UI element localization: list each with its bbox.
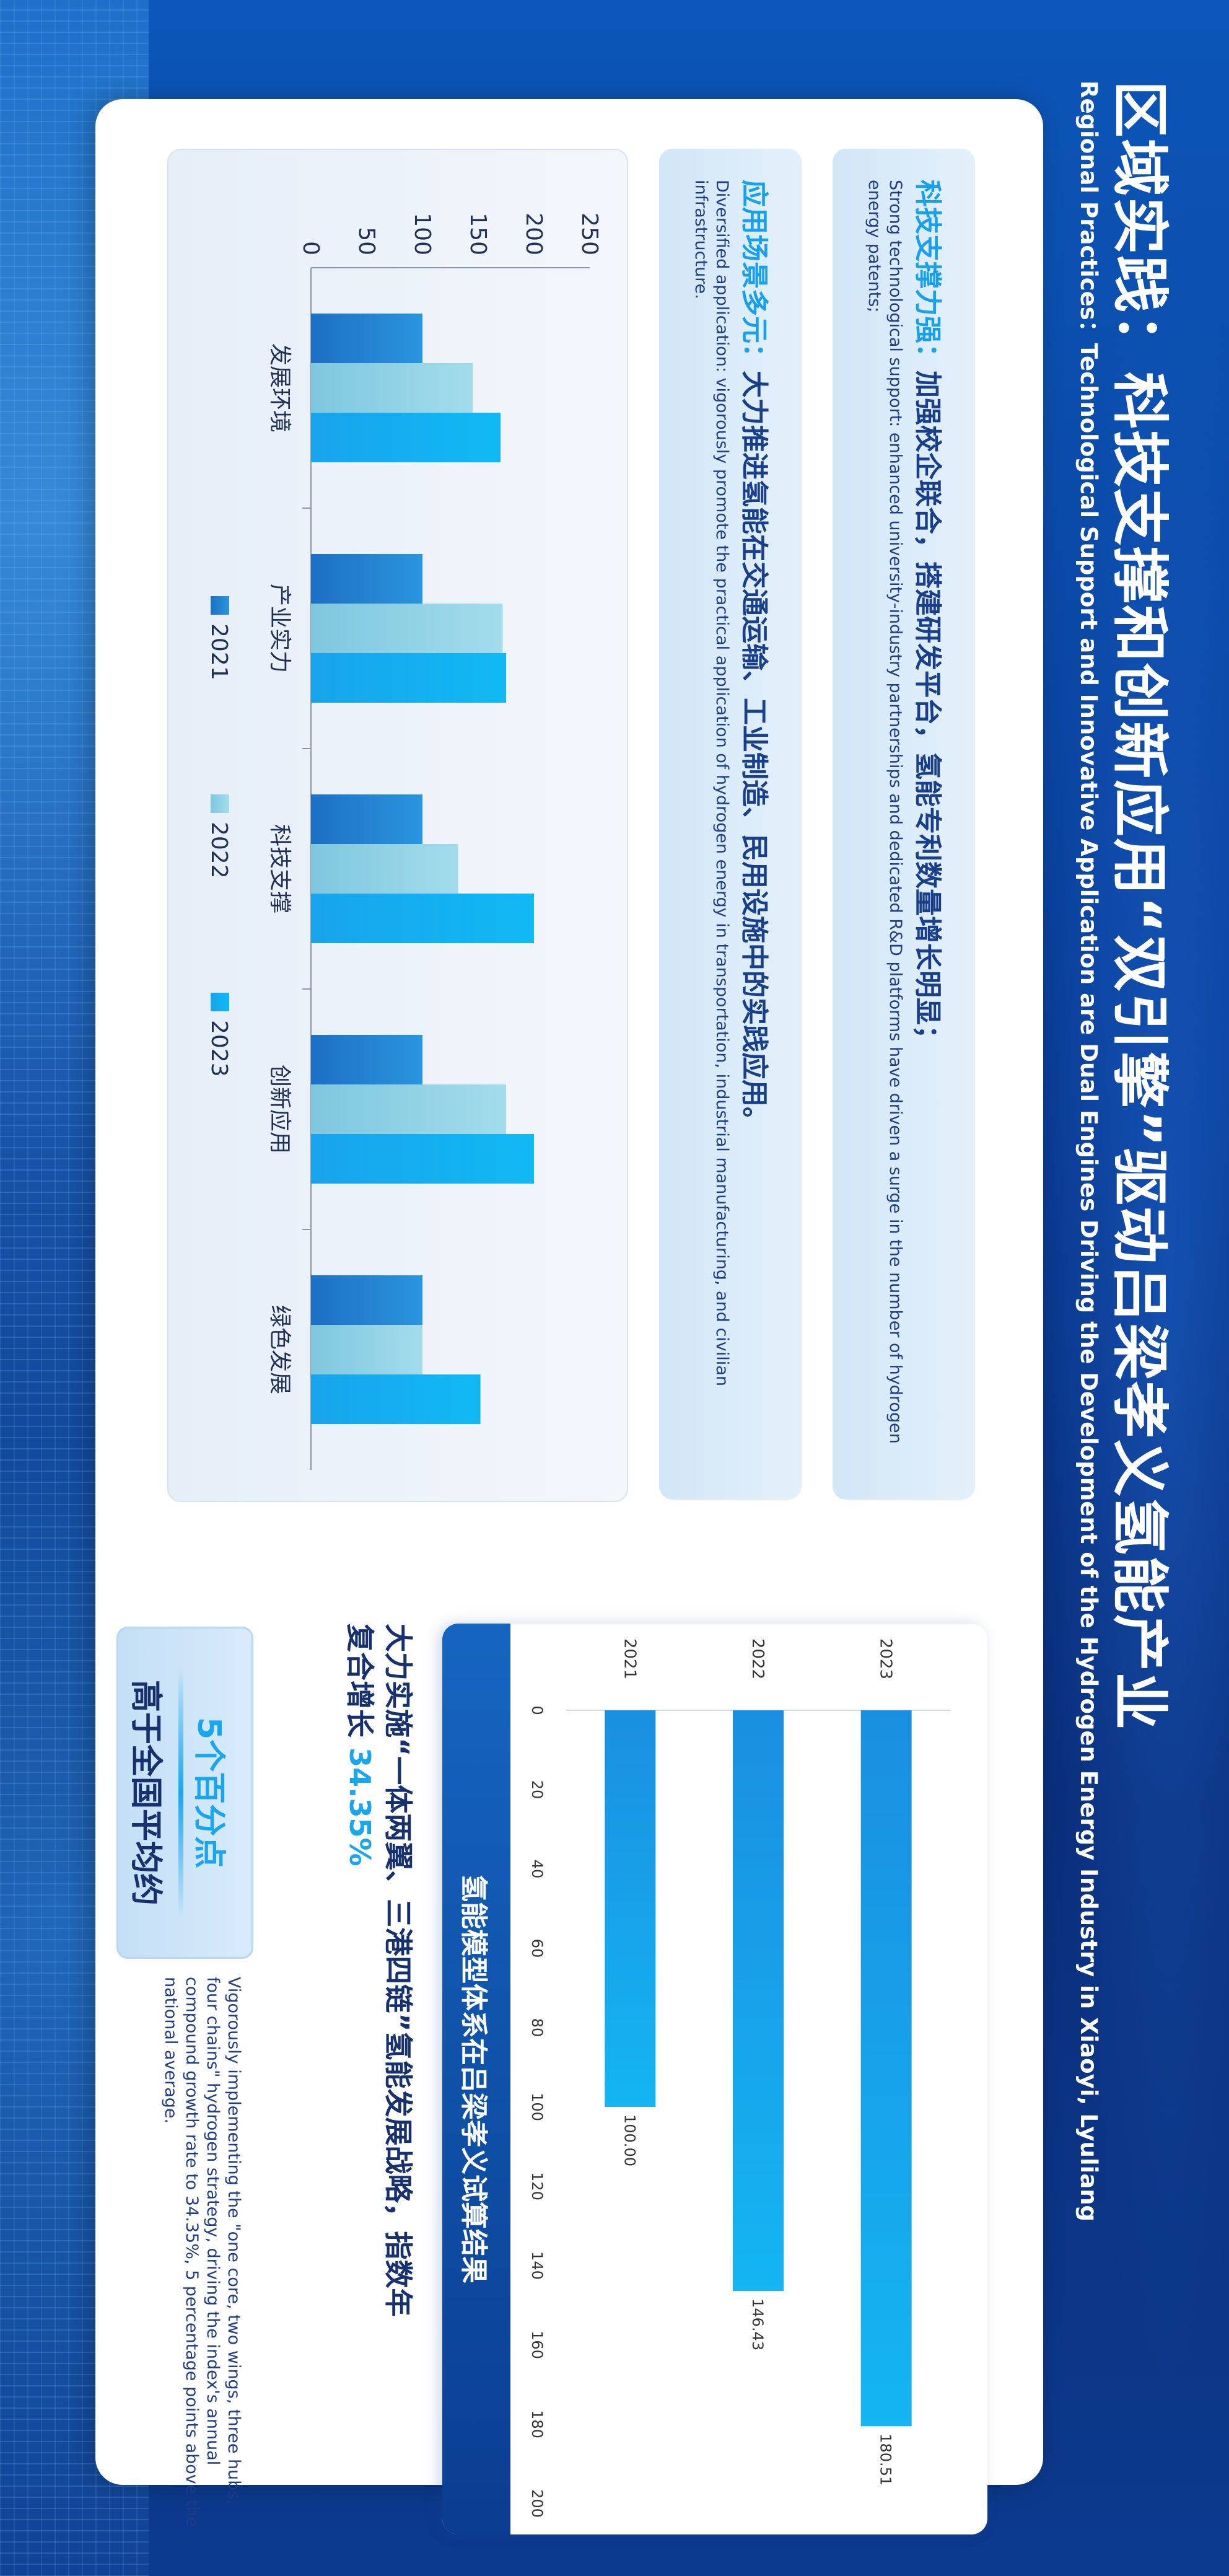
category-label-发展环境: 发展环境 <box>267 343 292 433</box>
bar-2021 <box>605 1710 656 2107</box>
badge-value: 5个百分点 <box>190 1717 227 1869</box>
x-tick-80: 80 <box>528 2018 546 2038</box>
value-label-2021: 100.00 <box>621 2114 638 2166</box>
background-glow <box>1031 0 1229 2576</box>
bar-绿色发展-2022 <box>311 1325 422 1374</box>
bar-绿色发展-2021 <box>311 1275 422 1325</box>
x-tick-140: 140 <box>528 2251 546 2280</box>
x-tick-160: 160 <box>528 2331 546 2359</box>
bar-产业实力-2022 <box>311 604 503 653</box>
strategy-line-2-prefix: 复合增长 <box>343 1624 377 1738</box>
chart-title: 氢能模型体系在吕梁孝义试算结果 <box>458 1875 489 2284</box>
strategy-line-1: 大力实施“一体两翼、三港四链”氢能发展战略，指数年 <box>382 1624 415 2317</box>
tech-support-heading-rest: 加强校企联合，搭建研发平台，氢能专利数量增长明显； <box>912 371 943 1052</box>
growth-rate-value: 34.35% <box>343 1747 377 1866</box>
value-label-2022: 146.43 <box>749 2298 766 2350</box>
application-text: Diversified application: vigorously prom… <box>691 180 732 1386</box>
bar-创新应用-2021 <box>311 1035 422 1084</box>
bar-产业实力-2023 <box>311 653 506 703</box>
application-heading-highlight: 应用场景多元： <box>738 180 770 371</box>
y-tick-50: 50 <box>354 227 379 255</box>
value-label-2023: 180.51 <box>877 2433 894 2486</box>
category-label-2022: 2022 <box>748 1638 767 1679</box>
category-label-2023: 2023 <box>877 1638 895 1679</box>
bar-发展环境-2022 <box>311 363 473 413</box>
bar-发展环境-2021 <box>311 314 422 363</box>
y-tick-0: 0 <box>298 241 323 255</box>
legend-label-2022: 2022 <box>206 822 232 879</box>
legend-label-2021: 2021 <box>206 623 232 680</box>
content-panel: 科技支撑力强：加强校企联合，搭建研发平台，氢能专利数量增长明显； Strong … <box>95 99 1043 2534</box>
x-tick-200: 200 <box>528 2489 546 2518</box>
bar-科技支撑-2023 <box>311 894 534 943</box>
page-title: 区域实践：科技支撑和创新应用“双引擎”驱动吕梁孝义氢能产业 <box>1106 81 1173 1731</box>
bar-创新应用-2023 <box>311 1134 534 1184</box>
x-tick-60: 60 <box>528 1939 546 1958</box>
bar-科技支撑-2022 <box>311 844 458 894</box>
legend-swatch-2022 <box>211 794 229 813</box>
y-tick-250: 250 <box>577 213 602 255</box>
x-tick-180: 180 <box>528 2410 546 2438</box>
application-card: 应用场景多元：大力推进氢能在交通运输、工业制造、民用设施中的实践应用。 Dive… <box>659 149 802 1500</box>
y-tick-150: 150 <box>465 213 491 255</box>
x-tick-40: 40 <box>528 1860 546 1879</box>
grouped-bar-chart-card: 0 50 100 150 200 250 发展环境产业实力科技支撑创新应用绿色发展 2021 2… <box>167 149 628 1502</box>
bar-创新应用-2022 <box>311 1084 506 1134</box>
strategy-statement: 大力实施“一体两翼、三港四链”氢能发展战略，指数年 复合增长 34.35% <box>341 1624 418 2534</box>
category-label-产业实力: 产业实力 <box>267 584 292 673</box>
x-tick-0: 0 <box>528 1705 546 1715</box>
percentage-badge: 5个百分点 高于全国平均约 <box>116 1627 253 1959</box>
application-heading: 应用场景多元：大力推进氢能在交通运输、工业制造、民用设施中的实践应用。 <box>737 180 777 1134</box>
category-label-2021: 2021 <box>620 1638 639 1679</box>
bar-2022 <box>733 1710 784 2292</box>
legend-swatch-2021 <box>211 596 229 615</box>
bar-发展环境-2023 <box>311 413 501 462</box>
horizontal-bar-chart: 2023 180.51 2022 146.43 2021 100.00 0 20 40 60 80 1… <box>528 1638 950 2518</box>
tech-support-text: Strong technological support: enhanced u… <box>865 180 905 1444</box>
x-tick-100: 100 <box>528 2093 546 2121</box>
x-tick-20: 20 <box>528 1780 546 1800</box>
y-tick-200: 200 <box>521 213 546 255</box>
category-label-创新应用: 创新应用 <box>267 1065 292 1154</box>
strategy-line-2: 复合增长 34.35% <box>341 1624 379 2534</box>
page-subtitle: Regional Practices：Technological Support… <box>1075 81 1102 2222</box>
horizontal-bar-chart-card: 2023 180.51 2022 146.43 2021 100.00 0 20 40 60 80 1… <box>442 1624 987 2534</box>
tech-support-heading: 科技支撑力强：加强校企联合，搭建研发平台，氢能专利数量增长明显； <box>911 180 950 1052</box>
x-tick-120: 120 <box>528 2172 546 2200</box>
bar-2023 <box>860 1710 912 2427</box>
category-label-绿色发展: 绿色发展 <box>267 1305 292 1394</box>
category-label-科技支撑: 科技支撑 <box>267 824 292 913</box>
badge-caption: 高于全国平均约 <box>127 1679 164 1906</box>
legend-swatch-2023 <box>211 993 229 1011</box>
tech-support-heading-highlight: 科技支撑力强： <box>912 180 943 371</box>
y-tick-100: 100 <box>409 213 435 255</box>
tech-support-card: 科技支撑力强：加强校企联合，搭建研发平台，氢能专利数量增长明显； Strong … <box>833 149 975 1500</box>
bar-绿色发展-2023 <box>311 1374 481 1424</box>
badge-divider <box>178 1666 183 1920</box>
legend-label-2023: 2023 <box>206 1020 232 1077</box>
application-heading-rest: 大力推进氢能在交通运输、工业制造、民用设施中的实践应用。 <box>738 371 770 1134</box>
strategy-english-text: Vigorously implementing the "one core, t… <box>161 1977 243 2528</box>
bar-产业实力-2021 <box>311 554 422 604</box>
bar-科技支撑-2021 <box>311 794 422 844</box>
